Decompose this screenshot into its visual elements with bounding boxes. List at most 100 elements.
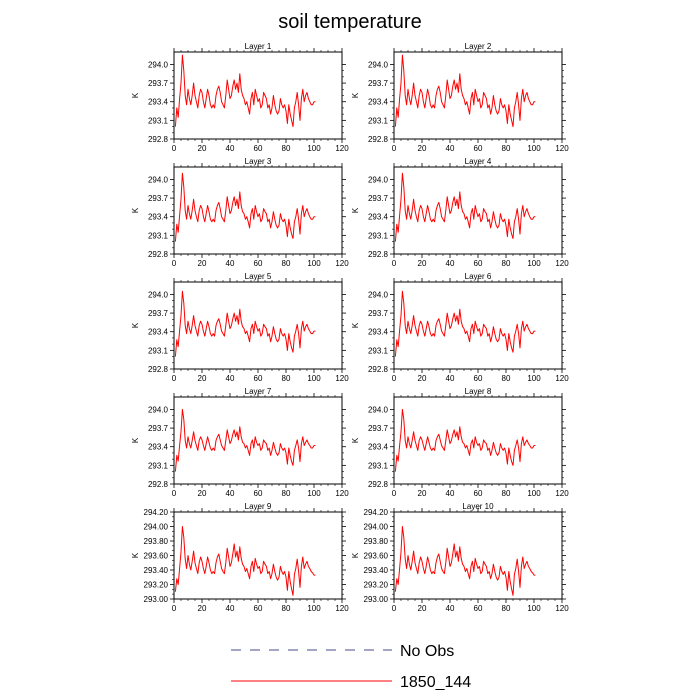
chart-2-xtick-label: 20: [418, 144, 427, 153]
chart-9-ytick-label: 294.20: [144, 508, 169, 517]
chart-9-ytick-label: 293.40: [144, 566, 169, 575]
chart-5-ylabel: K: [131, 322, 140, 328]
chart-9-xtick-label: 120: [335, 604, 349, 613]
chart-1-xtick-label: 40: [226, 144, 235, 153]
chart-1-xtick-label: 100: [307, 144, 321, 153]
chart-8-series-1: [394, 408, 536, 472]
chart-5-xtick-label: 20: [198, 374, 207, 383]
chart-4-ylabel: K: [351, 207, 360, 213]
chart-1-xtick-label: 60: [254, 144, 263, 153]
chart-10-series-1: [394, 526, 536, 596]
chart-8-title: Layer 8: [465, 387, 492, 396]
chart-5-ytick-label: 292.8: [148, 365, 169, 374]
chart-8-xtick-label: 60: [474, 489, 483, 498]
chart-10-ytick-label: 293.80: [364, 537, 389, 546]
chart-10-xtick-label: 0: [392, 604, 397, 613]
chart-4-xtick-label: 40: [446, 259, 455, 268]
chart-10-xtick-label: 120: [555, 604, 569, 613]
chart-10: Layer 10 K 0 20 40 60 80 100 120 293.00 293.20 293.…: [351, 502, 569, 613]
chart-7-series-1: [174, 408, 316, 472]
chart-4: Layer 4 K 0 20 40 60 80 100 120 292.8 293.1 293.4 29…: [351, 157, 569, 268]
chart-8-ytick-label: 293.7: [368, 424, 389, 433]
chart-2: Layer 2 K 0 20 40 60 80 100 120 292.8 293.1 293.4 29…: [351, 42, 569, 153]
chart-4-ytick-label: 294.0: [368, 175, 389, 184]
chart-4-xtick-label: 20: [418, 259, 427, 268]
chart-5-xtick-label: 100: [307, 374, 321, 383]
legend-label-no-obs: No Obs: [400, 643, 454, 660]
chart-8-xtick-label: 120: [555, 489, 569, 498]
chart-9-ytick-label: 293.60: [144, 552, 169, 561]
chart-5-xtick-label: 40: [226, 374, 235, 383]
chart-7-xtick-label: 40: [226, 489, 235, 498]
chart-3-xtick-label: 0: [172, 259, 177, 268]
chart-9-ytick-label: 294.00: [144, 523, 169, 532]
chart-9-xtick-label: 100: [307, 604, 321, 613]
chart-10-xtick-label: 20: [418, 604, 427, 613]
chart-10-ytick-label: 293.20: [364, 581, 389, 590]
chart-5-xtick-label: 120: [335, 374, 349, 383]
chart-9-series-1: [174, 526, 316, 596]
chart-2-series-1: [394, 54, 536, 128]
chart-4-xtick-label: 60: [474, 259, 483, 268]
chart-7-ylabel: K: [131, 437, 140, 443]
chart-10-xtick-label: 40: [446, 604, 455, 613]
chart-9-ytick-label: 293.20: [144, 581, 169, 590]
chart-8-xtick-label: 0: [392, 489, 397, 498]
chart-6-xtick-label: 80: [502, 374, 511, 383]
chart-10-xtick-label: 80: [502, 604, 511, 613]
chart-1-ytick-label: 293.4: [148, 98, 169, 107]
legend: No Obs 1850_144: [231, 643, 471, 691]
chart-3-ytick-label: 294.0: [148, 175, 169, 184]
chart-2-title: Layer 2: [465, 42, 492, 51]
chart-2-ytick-label: 293.7: [368, 79, 389, 88]
chart-1-series-1: [174, 54, 316, 128]
chart-3-ytick-label: 293.1: [148, 231, 169, 240]
chart-8-ytick-label: 294.0: [368, 405, 389, 414]
chart-6-title: Layer 6: [465, 272, 492, 281]
chart-2-xtick-label: 60: [474, 144, 483, 153]
chart-7-xtick-label: 100: [307, 489, 321, 498]
chart-1-title: Layer 1: [245, 42, 272, 51]
chart-5-xtick-label: 0: [172, 374, 177, 383]
chart-8-ytick-label: 293.4: [368, 443, 389, 452]
chart-9-xtick-label: 80: [282, 604, 291, 613]
chart-3-ylabel: K: [131, 207, 140, 213]
chart-3-ytick-label: 293.4: [148, 213, 169, 222]
chart-5-xtick-label: 80: [282, 374, 291, 383]
chart-3-xtick-label: 80: [282, 259, 291, 268]
chart-8: Layer 8 K 0 20 40 60 80 100 120 292.8 293.1 293.4 29…: [351, 387, 569, 498]
chart-3-xtick-label: 20: [198, 259, 207, 268]
chart-9: Layer 9 K 0 20 40 60 80 100 120 293.00 293.20 293.4…: [131, 502, 349, 613]
chart-1-xtick-label: 0: [172, 144, 177, 153]
chart-4-ytick-label: 293.4: [368, 213, 389, 222]
chart-1-ytick-label: 293.7: [148, 79, 169, 88]
chart-2-ytick-label: 293.1: [368, 116, 389, 125]
chart-10-xtick-label: 60: [474, 604, 483, 613]
chart-6-xtick-label: 40: [446, 374, 455, 383]
chart-4-series-1: [394, 172, 536, 242]
chart-4-xtick-label: 0: [392, 259, 397, 268]
chart-10-ytick-label: 293.00: [364, 595, 389, 604]
chart-4-ytick-label: 292.8: [368, 250, 389, 259]
chart-6-series-1: [394, 290, 536, 357]
chart-2-xtick-label: 40: [446, 144, 455, 153]
chart-10-ytick-label: 293.60: [364, 552, 389, 561]
panels: Layer 1 K 0 20 40 60 80 100 120 292.8 293.1 293.4 29…: [131, 42, 569, 613]
figure-title: soil temperature: [278, 11, 421, 33]
chart-3-xtick-label: 60: [254, 259, 263, 268]
chart-3-series-1: [174, 172, 316, 242]
chart-3-ytick-label: 293.7: [148, 194, 169, 203]
chart-1-xtick-label: 120: [335, 144, 349, 153]
chart-1-ylabel: K: [131, 92, 140, 98]
chart-3-ytick-label: 292.8: [148, 250, 169, 259]
chart-5-title: Layer 5: [245, 272, 272, 281]
chart-8-xtick-label: 80: [502, 489, 511, 498]
chart-7-ytick-label: 293.4: [148, 443, 169, 452]
chart-6-xtick-label: 100: [527, 374, 541, 383]
chart-6-ytick-label: 293.7: [368, 309, 389, 318]
chart-7-xtick-label: 80: [282, 489, 291, 498]
chart-7-title: Layer 7: [245, 387, 272, 396]
chart-6-ytick-label: 294.0: [368, 290, 389, 299]
chart-3-xtick-label: 100: [307, 259, 321, 268]
chart-1-xtick-label: 80: [282, 144, 291, 153]
